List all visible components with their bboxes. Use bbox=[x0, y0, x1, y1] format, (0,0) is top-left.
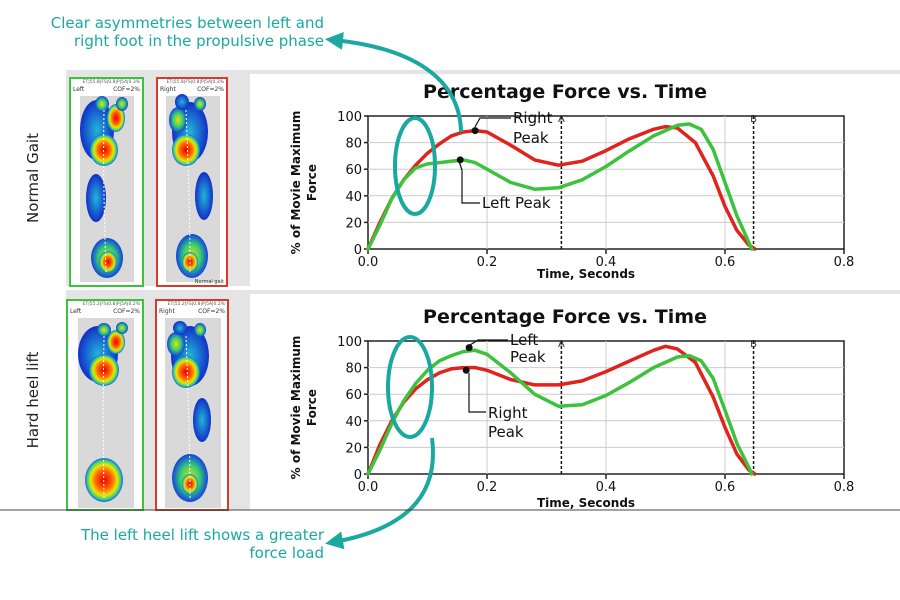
peak-label: Right bbox=[488, 404, 528, 422]
x-tick-label: 0.2 bbox=[477, 480, 498, 495]
x-tick-label: 0.0 bbox=[358, 480, 379, 495]
x-tick-label: 0.6 bbox=[715, 255, 736, 270]
y-tick-label: 40 bbox=[345, 415, 362, 430]
insole-side-label: Right bbox=[159, 308, 175, 315]
x-tick-label: 0.4 bbox=[596, 255, 617, 270]
y-tick-label: 20 bbox=[345, 216, 362, 231]
y-tick-label: 100 bbox=[337, 110, 362, 125]
y-axis-label: % of Movie Maximum Force bbox=[289, 336, 319, 480]
insole-left-normal: Left COF=2% ET|55.8|FS|0.8|P|5A|0.3% bbox=[69, 77, 144, 287]
series-line-left_series bbox=[366, 122, 754, 251]
x-tick-label: 0.6 bbox=[715, 480, 736, 495]
chart-title: Percentage Force vs. Time bbox=[423, 81, 707, 103]
y-tick-label: 60 bbox=[345, 388, 362, 403]
peak-leader-line bbox=[474, 117, 511, 128]
x-tick-label: 0.8 bbox=[834, 255, 855, 270]
peak-label: Peak bbox=[488, 423, 524, 441]
insole-header: ET|55.2|FS|0.8|P|5A|0.2% bbox=[83, 301, 141, 307]
y-axis-label: % of Movie Maximum Force bbox=[289, 111, 319, 255]
peak-label: Left Peak bbox=[482, 194, 551, 212]
y-axis-label-line: % of Movie Maximum bbox=[289, 336, 303, 480]
peak-label: Peak bbox=[510, 348, 546, 366]
series-line-right_series bbox=[366, 124, 757, 251]
y-tick-label: 60 bbox=[345, 163, 362, 178]
row-label-box-normal: Normal Gait bbox=[0, 70, 66, 286]
peak-leader-line bbox=[468, 373, 486, 413]
callout-top: Clear asymmetries between left and right… bbox=[50, 14, 324, 50]
insole-header: ET|55.2|FS|0.8|P|5A|0.2% bbox=[168, 301, 226, 307]
peak-label: Right bbox=[513, 109, 553, 127]
peak-dot bbox=[465, 344, 473, 352]
peak-dot bbox=[462, 366, 470, 374]
peak-leader-line bbox=[457, 157, 480, 204]
event-marker-label: A bbox=[558, 339, 565, 350]
insole-header: ET|55.8|FS|0.8|P|5A|0.3% bbox=[83, 79, 141, 85]
series-line-right_series bbox=[366, 344, 757, 476]
insole-right-heel: Right COF=2% ET|55.2|FS|0.8|P|5A|0.2% bbox=[155, 299, 229, 511]
y-tick-label: 20 bbox=[345, 441, 362, 456]
event-marker-label: B bbox=[750, 114, 757, 125]
row-label-box-heel: Hard heel lift bbox=[0, 290, 66, 510]
y-tick-label: 0 bbox=[354, 243, 362, 258]
insole-side-label: Right bbox=[160, 86, 176, 93]
insole-header: ET|55.8|FS|0.8|P|5A|0.3% bbox=[167, 79, 225, 85]
peak-dot bbox=[471, 127, 479, 135]
peak-dot bbox=[456, 156, 464, 164]
insole-cof-label: COF=2% bbox=[113, 308, 140, 315]
chart-title: Percentage Force vs. Time bbox=[423, 306, 707, 328]
y-tick-label: 80 bbox=[345, 362, 362, 377]
insole-cof-label: COF=2% bbox=[197, 86, 224, 93]
insole-side-label: Left bbox=[73, 86, 85, 93]
insole-right-normal: Right COF=2% ET|55.8|FS|0.8|P|5A|0.3% No… bbox=[156, 77, 228, 287]
highlight-ellipse-top bbox=[393, 116, 437, 216]
event-marker-label: A bbox=[558, 114, 565, 125]
callout-arrow-top bbox=[325, 31, 463, 133]
peak-leader-line bbox=[469, 339, 508, 346]
insole-cof-label: COF=2% bbox=[198, 308, 225, 315]
insole-cof-label: COF=2% bbox=[113, 86, 140, 93]
y-tick-label: 100 bbox=[337, 335, 362, 350]
insole-left-heel: Left COF=2% ET|55.2|FS|0.8|P|5A|0.2% bbox=[66, 299, 144, 511]
y-tick-label: 40 bbox=[345, 190, 362, 205]
series-line-left_series bbox=[366, 348, 754, 476]
callout-bottom: The left heel lift shows a greater force… bbox=[81, 526, 324, 562]
peak-label: Left bbox=[510, 331, 538, 349]
insole-footer: Normal gait bbox=[195, 279, 224, 285]
x-tick-label: 0.4 bbox=[596, 480, 617, 495]
y-axis-label-line: Force bbox=[305, 389, 319, 426]
x-axis-label: Time, Seconds bbox=[537, 267, 635, 281]
x-tick-label: 0.8 bbox=[834, 480, 855, 495]
highlight-ellipse-bottom bbox=[386, 335, 434, 439]
y-axis-label-line: Force bbox=[305, 164, 319, 201]
x-tick-label: 0.2 bbox=[477, 255, 498, 270]
event-marker-label: B bbox=[750, 339, 757, 350]
x-tick-label: 0.0 bbox=[358, 255, 379, 270]
x-axis-label: Time, Seconds bbox=[537, 496, 635, 510]
force-chart-normal-gait: 0 20 40 60 80 100 0.0 0.2 0.4 0.6 0.8 A B Right Peak Le… bbox=[289, 81, 854, 281]
peak-label: Peak bbox=[513, 129, 549, 147]
callout-arrow-bottom bbox=[325, 437, 435, 550]
y-tick-label: 80 bbox=[345, 137, 362, 152]
y-axis-label-line: % of Movie Maximum bbox=[289, 111, 303, 255]
insole-side-label: Left bbox=[70, 308, 82, 315]
y-tick-label: 0 bbox=[354, 468, 362, 483]
